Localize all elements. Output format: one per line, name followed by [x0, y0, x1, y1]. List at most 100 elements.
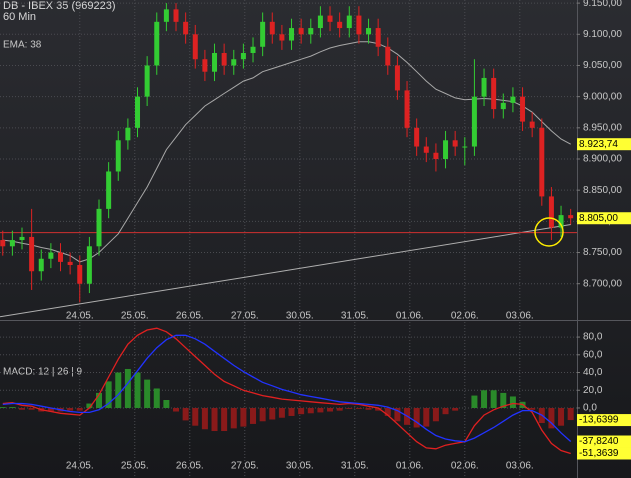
candle-body — [298, 28, 304, 35]
candle-body — [317, 15, 323, 29]
candle-body — [192, 34, 198, 60]
candle-body — [510, 96, 516, 103]
histogram-bar — [481, 390, 488, 408]
candle-body — [9, 240, 15, 247]
candle-body — [154, 21, 160, 66]
histogram-bar — [201, 407, 208, 430]
value-label: -13,6399 — [579, 415, 619, 426]
candle-body — [433, 152, 439, 159]
candle-body — [529, 121, 535, 128]
x-tick-label: 03.06. — [506, 311, 534, 322]
histogram-bar — [355, 407, 362, 409]
candle-body — [289, 28, 295, 41]
histogram-bar — [558, 407, 565, 426]
candle-body — [221, 53, 227, 66]
histogram-bar — [250, 407, 257, 424]
histogram-bar — [105, 381, 112, 408]
candle-body — [471, 96, 477, 147]
candle-body — [452, 140, 458, 147]
candle-body — [520, 96, 526, 122]
histogram-bar — [327, 407, 334, 412]
candle-body — [423, 146, 429, 153]
candle-body — [539, 127, 545, 197]
candle-body — [96, 208, 102, 247]
histogram-bar — [432, 407, 439, 422]
y-tick-label: 8.950,00 — [583, 122, 622, 133]
candle-body — [86, 246, 92, 284]
histogram-bar — [452, 407, 459, 411]
histogram-bar — [298, 407, 305, 415]
value-label: 8.805,00 — [579, 213, 618, 224]
histogram-bar — [153, 388, 160, 408]
candle-body — [115, 140, 121, 172]
interval: 60 Min — [3, 11, 36, 23]
x-tick-label: 02.06. — [451, 461, 479, 472]
histogram-bar — [0, 407, 6, 408]
x-tick-label: 01.06. — [396, 311, 424, 322]
value-label: -37,8240 — [579, 436, 619, 447]
histogram-bar — [471, 395, 478, 408]
x-tick-label: 31.05. — [341, 311, 369, 322]
candle-body — [279, 34, 285, 41]
macd-line — [2, 334, 572, 443]
histogram-bar — [413, 407, 420, 428]
histogram-bar — [182, 407, 189, 421]
histogram-bar — [47, 407, 54, 412]
y-tick-label: 0,0 — [583, 403, 597, 414]
trendline — [0, 224, 571, 318]
histogram-bar — [134, 372, 141, 408]
value-label: 8.923,74 — [579, 139, 618, 150]
candle-body — [29, 236, 35, 272]
candle-body — [356, 15, 362, 35]
x-tick-label: 30.05. — [286, 311, 314, 322]
x-tick-label: 27.05. — [231, 461, 259, 472]
candle-body — [183, 21, 189, 35]
histogram-bar — [67, 407, 74, 411]
panel: 0,0 20,0 40,0 60,0 80,0 24.05. 25.05. 26.05. 27.… — [0, 322, 631, 478]
histogram-bar — [9, 407, 16, 408]
candle-body — [366, 28, 372, 35]
histogram-bar — [365, 407, 372, 410]
histogram-bar — [269, 407, 276, 420]
x-tick-label: 30.05. — [286, 461, 314, 472]
y-tick-label: 9.000,00 — [583, 91, 622, 102]
value-label-box — [577, 435, 631, 448]
highlight-circle — [534, 217, 564, 247]
candle-body — [462, 146, 468, 148]
panel: 8.700,008.750,008.800,008.850,008.900,00… — [0, 0, 631, 322]
histogram-bar — [394, 407, 401, 422]
candle-body — [481, 77, 487, 97]
histogram-bar — [336, 407, 343, 411]
candle-body — [163, 9, 169, 22]
histogram-bar — [124, 368, 131, 408]
value-label-box — [577, 447, 631, 460]
y-tick-label: 9.150,00 — [583, 0, 622, 9]
histogram-bar — [211, 407, 218, 432]
histogram-bar — [115, 372, 122, 408]
histogram-bar — [567, 407, 574, 421]
histogram-bar — [192, 407, 199, 426]
candle-body — [443, 140, 449, 159]
histogram-bar — [173, 407, 180, 412]
histogram-bar — [221, 407, 228, 432]
candle-body — [250, 46, 256, 53]
x-tick-label: 27.05. — [231, 311, 259, 322]
candle-body — [58, 252, 64, 262]
chart-title: DB - IBEX 35 (969223) — [3, 0, 116, 12]
candle-body — [548, 196, 554, 228]
candle-body — [568, 215, 574, 219]
y-tick-label: 40,0 — [583, 367, 603, 378]
candle-body — [337, 21, 343, 29]
histogram-bar — [19, 407, 26, 410]
histogram-bar — [230, 407, 237, 429]
histogram-bar — [375, 407, 382, 411]
candle-body — [414, 127, 420, 147]
histogram-bar — [307, 407, 314, 414]
candle-body — [404, 90, 410, 128]
histogram-bar — [509, 396, 516, 408]
candle-body — [0, 240, 6, 247]
candle-body — [48, 252, 54, 259]
histogram-bar — [442, 407, 449, 415]
